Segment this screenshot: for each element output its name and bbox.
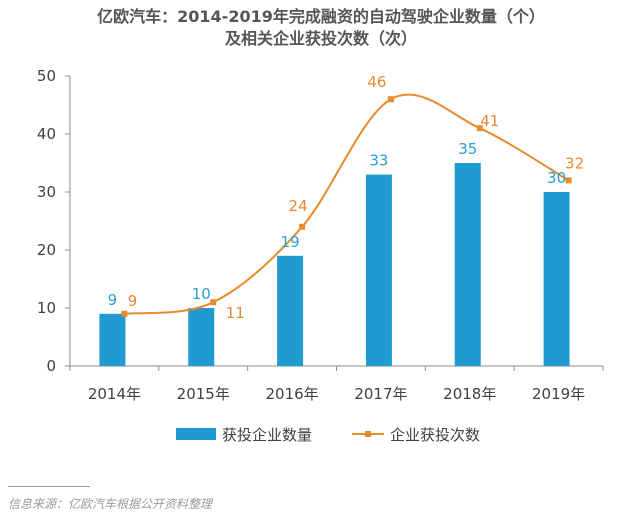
legend-swatch-bar — [176, 428, 216, 440]
source-note: 信息来源：亿欧汽车根据公开资料整理 — [8, 497, 213, 511]
series-line — [124, 93, 570, 315]
x-tick-label: 2019年 — [532, 385, 585, 403]
line-data-label: 9 — [128, 292, 138, 310]
bar — [99, 313, 126, 366]
legend-label-bar: 获投企业数量 — [222, 426, 312, 444]
line-data-label: 41 — [480, 112, 499, 130]
x-tick-label: 2016年 — [265, 385, 318, 403]
line-data-label: 24 — [289, 197, 308, 215]
line-point — [565, 177, 572, 184]
bar — [454, 163, 481, 366]
x-tick-label: 2014年 — [88, 385, 141, 403]
x-tick-label: 2015年 — [177, 385, 230, 403]
bar-data-label: 9 — [108, 291, 118, 309]
y-tick-label: 30 — [37, 183, 56, 201]
line-point — [210, 299, 217, 306]
x-tick-label: 2017年 — [354, 385, 407, 403]
bar — [543, 192, 570, 366]
bar — [277, 255, 304, 366]
bar — [365, 174, 392, 366]
chart-subtitle: 及相关企业获投次数（次） — [224, 29, 417, 48]
bar-data-label: 10 — [192, 285, 211, 303]
line-data-label: 11 — [226, 304, 245, 322]
line-point — [387, 96, 394, 103]
bar — [188, 308, 215, 366]
x-tick-label: 2018年 — [443, 385, 496, 403]
bar-data-label: 30 — [547, 169, 566, 187]
chart-title: 亿欧汽车：2014-2019年完成融资的自动驾驶企业数量（个） — [97, 7, 545, 26]
line-data-label: 32 — [565, 154, 584, 172]
line-point — [121, 310, 128, 317]
bar-data-label: 19 — [281, 233, 300, 251]
y-tick-label: 20 — [37, 241, 56, 259]
line-point — [476, 125, 483, 132]
line-data-label: 46 — [367, 73, 386, 91]
legend-label-line: 企业获投次数 — [390, 426, 480, 444]
legend-swatch-marker — [365, 431, 371, 437]
y-tick-label: 10 — [37, 299, 56, 317]
source-divider — [8, 486, 90, 487]
line-point — [299, 223, 306, 230]
y-tick-label: 50 — [37, 67, 56, 85]
y-tick-label: 40 — [37, 125, 56, 143]
bar-data-label: 33 — [369, 152, 388, 170]
chart-canvas: 0 10 20 30 40 50 2014年 2015年 2016年 2017年 2018年 2019… — [37, 67, 604, 444]
bar-data-label: 35 — [458, 140, 477, 158]
y-tick-label: 0 — [46, 357, 56, 375]
